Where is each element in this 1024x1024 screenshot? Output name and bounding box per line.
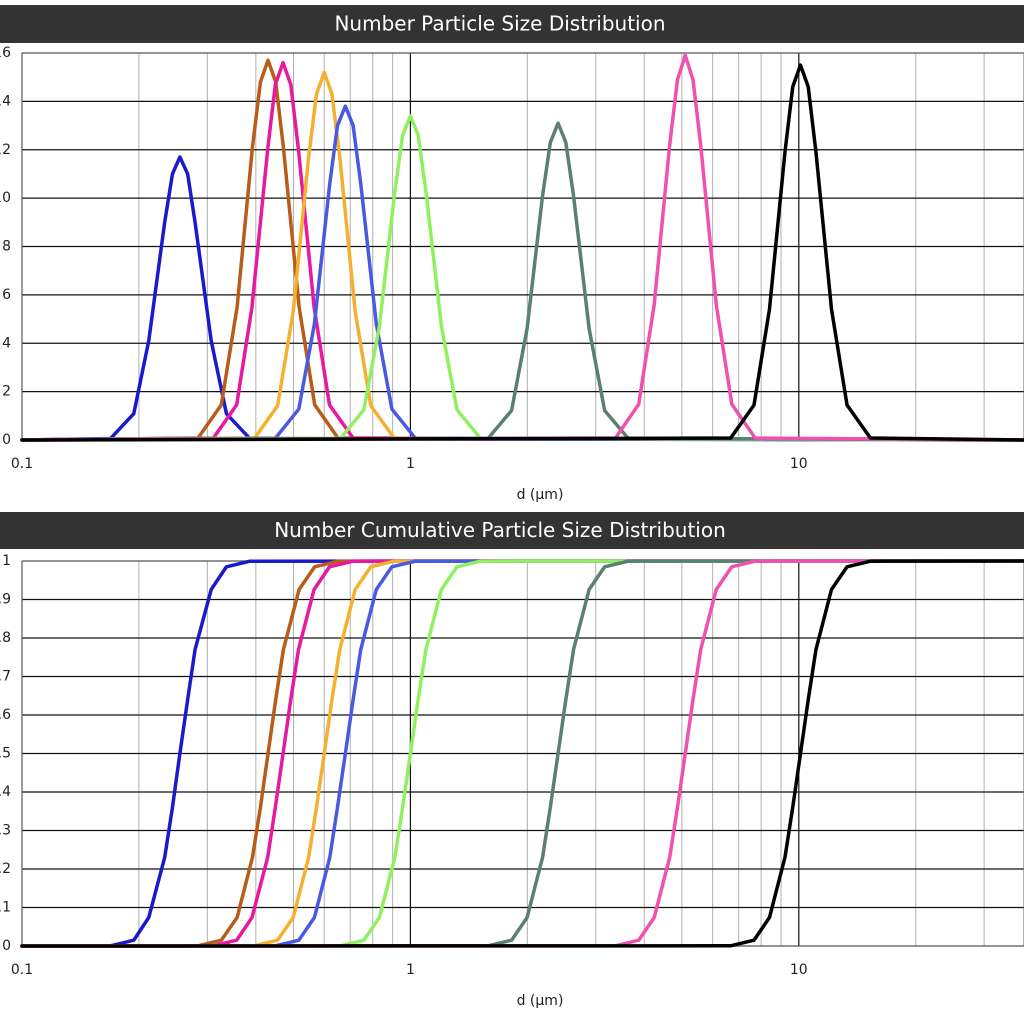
series-line — [20, 559, 1024, 948]
chart-title: Number Cumulative Particle Size Distribu… — [274, 518, 726, 542]
y-tick-label: 0.8 — [0, 630, 11, 646]
series-line — [20, 559, 1024, 948]
chart-title: Number Particle Size Distribution — [334, 12, 665, 36]
y-tick-label: 0.9 — [0, 592, 11, 608]
series-line — [20, 53, 1024, 442]
y-tick-label: 10 — [0, 190, 11, 206]
x-tick-label: 10 — [790, 456, 808, 472]
x-tick-label: 1 — [406, 962, 415, 978]
series-line — [20, 70, 1024, 442]
series-line — [20, 559, 1024, 948]
series-line — [20, 114, 1024, 442]
y-tick-label: 1 — [2, 553, 11, 569]
y-tick-label: 0 — [2, 432, 11, 448]
series-line — [20, 121, 1024, 442]
y-tick-label: 0.7 — [0, 669, 11, 685]
y-tick-label: 0.4 — [0, 784, 11, 800]
x-tick-label: 0.1 — [11, 456, 33, 472]
x-axis-label: d (µm) — [517, 487, 564, 503]
y-tick-label: 12 — [0, 142, 11, 158]
y-tick-label: 0.2 — [0, 861, 11, 877]
series-line — [20, 559, 1024, 948]
y-tick-label: 0 — [2, 938, 11, 954]
series-line — [20, 63, 1024, 442]
title-bar — [0, 512, 1024, 549]
title-bar — [0, 5, 1024, 43]
y-tick-label: 2 — [2, 384, 11, 400]
x-axis-label: d (µm) — [517, 993, 564, 1009]
y-tick-label: 0.5 — [0, 746, 11, 762]
series-line — [20, 559, 1024, 948]
series-line — [20, 559, 1024, 948]
series-line — [20, 104, 1024, 442]
y-tick-label: 0.3 — [0, 823, 11, 839]
x-tick-label: 10 — [790, 962, 808, 978]
y-tick-label: 14 — [0, 93, 11, 109]
series-line — [20, 559, 1024, 948]
y-tick-label: 8 — [2, 239, 11, 255]
series-line — [20, 58, 1024, 442]
series-line — [20, 155, 1024, 442]
x-tick-label: 1 — [406, 456, 415, 472]
y-tick-label: 16 — [0, 45, 11, 61]
y-tick-label: 6 — [2, 287, 11, 303]
y-tick-label: 0.6 — [0, 707, 11, 723]
y-tick-label: 0.1 — [0, 900, 11, 916]
series-line — [20, 559, 1024, 948]
series-line — [20, 559, 1024, 948]
series-line — [20, 60, 1024, 442]
x-tick-label: 0.1 — [11, 962, 33, 978]
y-tick-label: 4 — [2, 335, 11, 351]
